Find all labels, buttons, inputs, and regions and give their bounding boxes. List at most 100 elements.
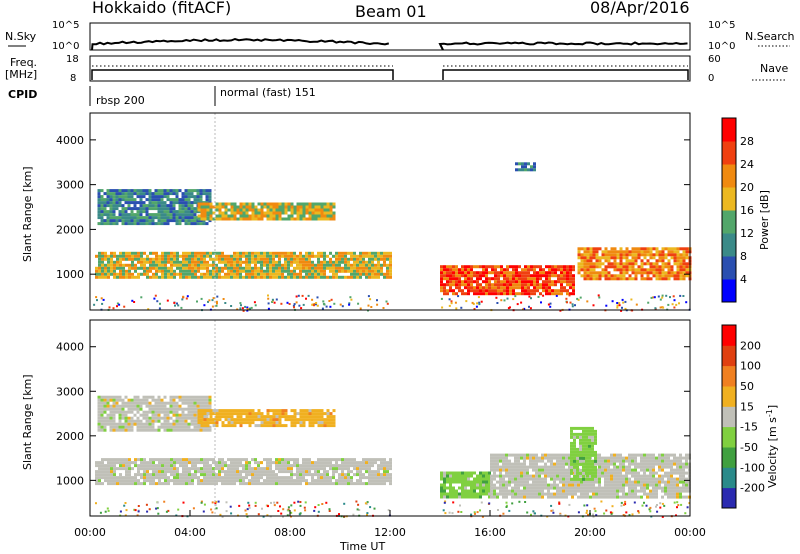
heatmap-cell — [359, 473, 362, 477]
heatmap-cell — [383, 251, 386, 255]
heatmap-cell — [485, 265, 488, 269]
heatmap-cell — [194, 275, 197, 279]
heatmap-cell — [559, 480, 562, 484]
heatmap-cell — [100, 198, 104, 202]
heatmap-cell — [124, 401, 128, 405]
heatmap-cell — [619, 462, 622, 466]
heatmap-cell — [499, 492, 502, 496]
heatmap-cell — [621, 306, 623, 309]
heatmap-cell — [191, 464, 194, 468]
heatmap-cell — [452, 495, 455, 499]
heatmap-cell — [368, 266, 371, 270]
heatmap-cell — [356, 275, 359, 279]
heatmap-cell — [658, 462, 661, 466]
heatmap-cell — [601, 274, 605, 278]
heatmap-cell — [100, 398, 104, 402]
heatmap-cell — [643, 492, 646, 496]
heatmap-cell — [293, 260, 296, 264]
heatmap-cell — [116, 302, 119, 305]
heatmap-cell — [476, 302, 479, 305]
heatmap-cell — [170, 272, 173, 276]
heatmap-cell — [383, 470, 386, 474]
heatmap-cell — [628, 268, 632, 272]
heatmap-cell — [515, 271, 518, 275]
heatmap-cell — [314, 482, 317, 486]
heatmap-cell — [562, 474, 565, 478]
heatmap-cell — [490, 486, 493, 490]
heatmap-cell — [673, 459, 676, 463]
heatmap-cell — [476, 492, 479, 496]
heatmap-cell — [296, 470, 299, 474]
heatmap-cell — [239, 257, 242, 261]
heatmap-cell — [640, 456, 643, 460]
heatmap-cell — [659, 298, 662, 301]
heatmap-cell — [97, 204, 101, 208]
heatmap-cell — [133, 222, 137, 226]
heatmap-cell — [634, 462, 637, 466]
heatmap-cell — [98, 251, 101, 255]
heatmap-cell — [673, 468, 676, 472]
heatmap-cell — [508, 468, 511, 472]
heatmap-cell — [326, 254, 329, 258]
heatmap-cell — [604, 268, 608, 272]
heatmap-cell — [350, 298, 353, 301]
heatmap-cell — [335, 275, 338, 279]
heatmap-cell — [190, 204, 194, 208]
heatmap-cell — [317, 412, 321, 416]
heatmap-cell — [482, 292, 485, 296]
heatmap-cell — [242, 266, 245, 270]
heatmap-cell — [100, 222, 104, 226]
heatmap-cell — [467, 283, 470, 287]
heatmap-cell — [103, 213, 107, 217]
heatmap-cell — [113, 275, 116, 279]
heatmap-cell — [233, 254, 236, 258]
heatmap-cell — [269, 470, 272, 474]
heatmap-cell — [230, 305, 233, 307]
heatmap-cell — [308, 217, 312, 221]
heatmap-cell — [628, 253, 632, 257]
heatmap-cell — [601, 471, 604, 475]
heatmap-cell — [152, 470, 155, 474]
heatmap-cell — [151, 219, 155, 223]
heatmap-cell — [193, 410, 197, 414]
heatmap-cell — [493, 486, 496, 490]
heatmap-cell — [353, 467, 356, 471]
heatmap-cell — [598, 495, 601, 499]
heatmap-cell — [664, 462, 667, 466]
heatmap-cell — [188, 473, 191, 477]
heatmap-cell — [652, 480, 655, 484]
heatmap-cell — [338, 479, 341, 483]
nsky-tick-bottom: 10^0 — [52, 41, 79, 52]
heatmap-cell — [107, 257, 110, 261]
heatmap-cell — [254, 208, 258, 212]
heatmap-cell — [196, 222, 200, 226]
heatmap-cell — [655, 268, 659, 272]
heatmap-cell — [266, 251, 269, 255]
heatmap-cell — [208, 401, 212, 405]
heatmap-cell — [218, 202, 222, 206]
heatmap-cell — [389, 476, 392, 480]
heatmap-cell — [200, 418, 204, 422]
heatmap-cell — [284, 211, 288, 215]
heatmap-cell — [532, 477, 535, 481]
heatmap-cell — [251, 473, 254, 477]
heatmap-cell — [172, 395, 176, 399]
heatmap-cell — [496, 465, 499, 469]
heatmap-cell — [140, 461, 143, 465]
heatmap-cell — [308, 467, 311, 471]
heatmap-cell — [106, 401, 110, 405]
heatmap-cell — [643, 453, 646, 457]
heatmap-cell — [601, 253, 605, 257]
heatmap-cell — [682, 489, 685, 493]
heatmap-cell — [116, 467, 119, 471]
heatmap-cell — [536, 265, 539, 269]
heatmap-cell — [193, 395, 197, 399]
heatmap-cell — [242, 476, 245, 480]
heatmap-cell — [296, 458, 299, 462]
heatmap-cell — [570, 471, 573, 475]
heatmap-cell — [248, 208, 252, 212]
heatmap-cell — [269, 473, 272, 477]
heatmap-cell — [115, 216, 119, 220]
heatmap-cell — [383, 464, 386, 468]
